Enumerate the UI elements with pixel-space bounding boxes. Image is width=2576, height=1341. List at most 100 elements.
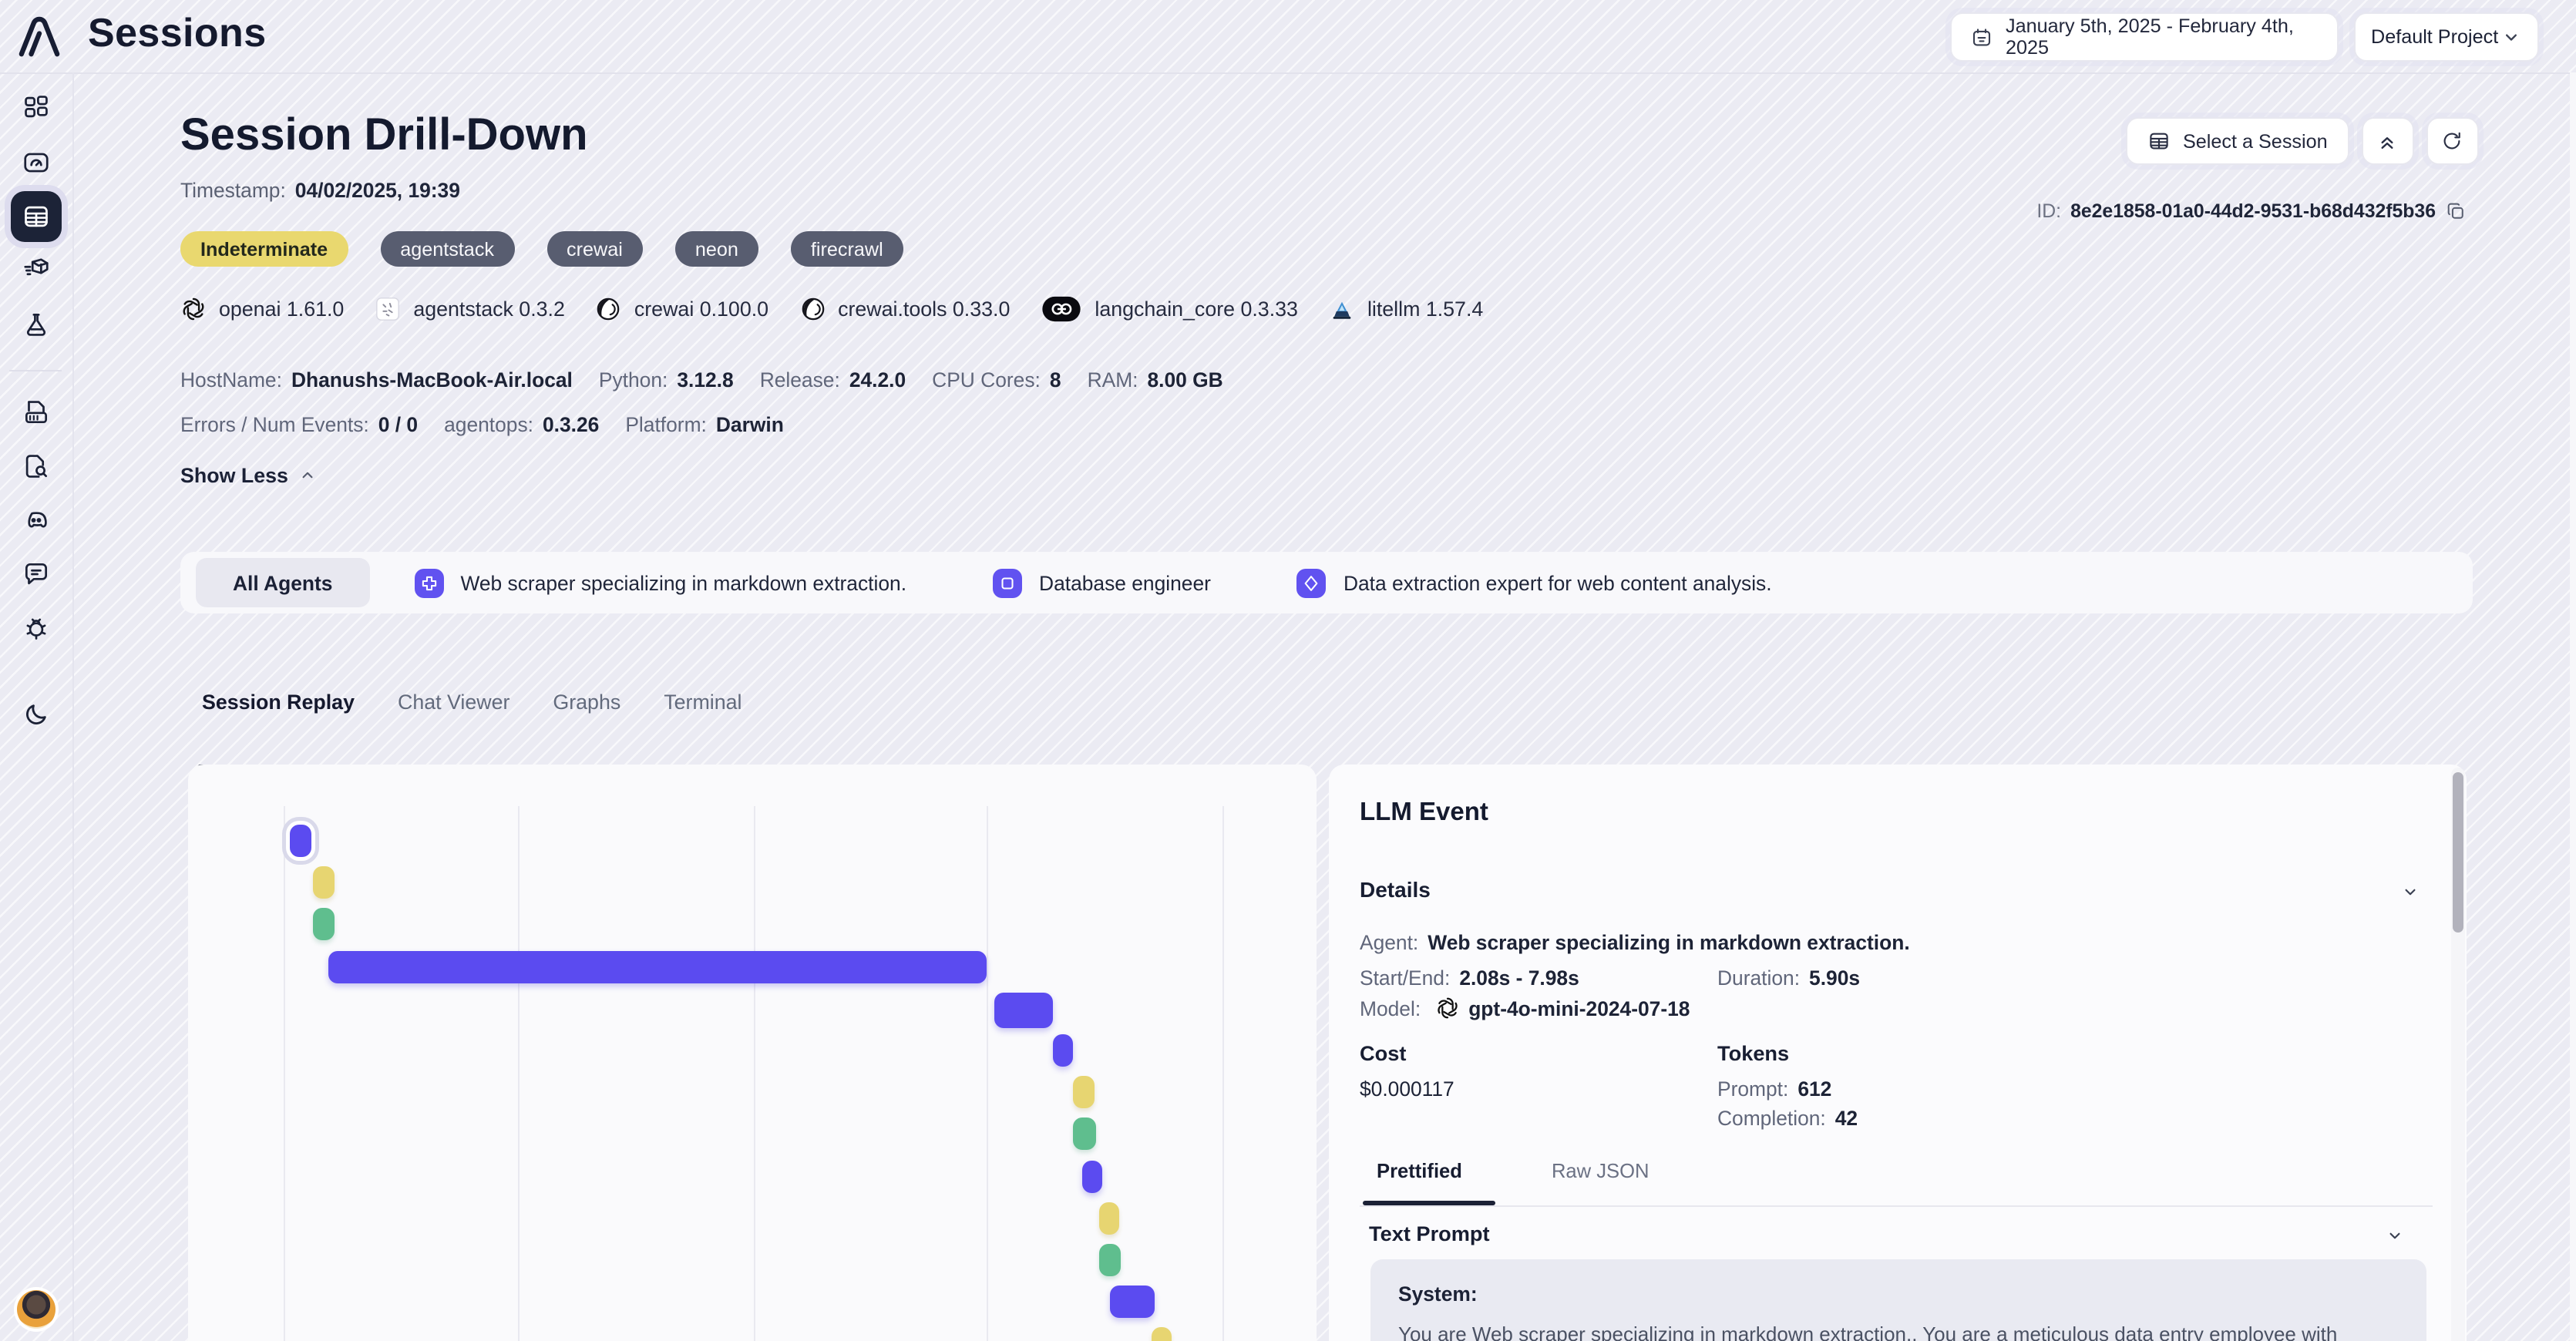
sidebar-item-dashboard[interactable]: [11, 82, 62, 133]
tab-session-replay[interactable]: Session Replay: [202, 691, 355, 714]
theme-toggle[interactable]: [11, 687, 62, 738]
tab-chat-viewer[interactable]: Chat Viewer: [398, 691, 510, 714]
replay-bar[interactable]: [1081, 1160, 1102, 1193]
replay-bar[interactable]: [1151, 1327, 1172, 1341]
startend-row: Start/End: 2.08s - 7.98s: [1360, 966, 1579, 990]
agent-filter[interactable]: Database engineer: [993, 568, 1211, 597]
session-actions: Select a Session: [2126, 117, 2479, 165]
chart-gridline: [517, 806, 520, 1341]
prompt-tokens-label: Prompt:: [1717, 1077, 1789, 1101]
select-session-button[interactable]: Select a Session: [2126, 117, 2349, 165]
id-label: ID:: [2036, 200, 2062, 222]
project-label: Default Project: [2371, 26, 2499, 48]
timestamp-row: Timestamp: 04/02/2025, 19:39: [180, 179, 460, 202]
overview-icon: [22, 148, 51, 177]
replay-bar[interactable]: [1073, 1118, 1097, 1151]
discord-icon: [22, 506, 51, 535]
session-id-row: ID: 8e2e1858-01a0-44d2-9531-b68d432f5b36: [2036, 200, 2467, 222]
date-range-picker[interactable]: January 5th, 2025 - February 4th, 2025: [1950, 12, 2339, 62]
event-title: LLM Event: [1360, 798, 1488, 826]
chevron-down-icon[interactable]: [2385, 1225, 2405, 1245]
replay-bar[interactable]: [328, 950, 987, 983]
system-label: System:: [1398, 1282, 1478, 1306]
sidebar-item-feedback[interactable]: [11, 549, 62, 600]
sidebar-item-sessions[interactable]: [11, 191, 62, 242]
text-prompt-header: Text Prompt: [1369, 1222, 1490, 1245]
package-version-label: langchain_core 0.3.33: [1095, 297, 1298, 321]
sidebar-item-docs[interactable]: [11, 387, 62, 438]
collapse-button[interactable]: [2361, 117, 2414, 165]
window-scrollbar[interactable]: [2570, 72, 2576, 1341]
sidebar-item-experiments[interactable]: [11, 299, 62, 350]
chevrons-up-icon: [2376, 129, 2399, 153]
cost-header: Cost: [1360, 1042, 1407, 1065]
sidebar: [0, 72, 72, 1341]
completion-tokens-row: Completion: 42: [1717, 1107, 1858, 1130]
logs-icon: [22, 452, 51, 481]
replay-bar[interactable]: [1099, 1244, 1121, 1276]
chevron-up-icon: [298, 465, 318, 486]
replay-bar[interactable]: [1109, 1286, 1155, 1319]
sidebar-item-bug-report[interactable]: [11, 603, 62, 654]
scrollbar-thumb[interactable]: [2453, 772, 2463, 933]
agentops-logo-icon[interactable]: [14, 11, 65, 62]
host-info-item: RAM: 8.00 GB: [1087, 368, 1223, 392]
llm-event-panel: LLM Event Details Agent: Web scraper spec…: [1329, 765, 2467, 1341]
view-tab-prettified[interactable]: Prettified: [1377, 1159, 1462, 1182]
crewai-icon: [799, 296, 826, 322]
model-label: Model:: [1360, 997, 1421, 1020]
avatar[interactable]: [17, 1290, 55, 1329]
replay-bar[interactable]: [313, 866, 335, 899]
package-version-label: openai 1.61.0: [219, 297, 345, 321]
sidebar-item-logs[interactable]: [11, 441, 62, 492]
badge-row: Indeterminate agentstack crewai neon firecr…: [180, 231, 903, 267]
table-icon: [2147, 129, 2171, 153]
model-row: Model: gpt-4o-mini-2024-07-18: [1360, 996, 1690, 1020]
agent-diamond-icon: [1296, 568, 1327, 597]
panel-scrollbar[interactable]: [2451, 768, 2465, 1341]
experiments-icon: [22, 310, 51, 339]
sidebar-item-discord[interactable]: [11, 495, 62, 546]
completion-tokens-label: Completion:: [1717, 1107, 1826, 1130]
package-version: crewai 0.100.0: [596, 296, 768, 322]
chevron-down-icon[interactable]: [2400, 882, 2420, 902]
litellm-icon: [1329, 296, 1355, 322]
chart-gridline: [987, 806, 989, 1341]
replay-bar[interactable]: [1053, 1034, 1074, 1067]
agent-filter[interactable]: Web scraper specializing in markdown ext…: [414, 568, 906, 597]
package-version: langchain_core 0.3.33: [1041, 296, 1298, 322]
sidebar-item-overview[interactable]: [11, 137, 62, 188]
startend-value: 2.08s - 7.98s: [1459, 966, 1579, 990]
agent-filter[interactable]: Data extraction expert for web content a…: [1296, 568, 1772, 597]
tab-graphs[interactable]: Graphs: [553, 691, 621, 714]
completion-tokens-value: 42: [1834, 1107, 1858, 1130]
replay-bar[interactable]: [1099, 1202, 1120, 1235]
copy-icon[interactable]: [2445, 200, 2467, 222]
page-title: Session Drill-Down: [180, 111, 588, 160]
view-tab-raw-json[interactable]: Raw JSON: [1551, 1159, 1650, 1182]
show-less-toggle[interactable]: Show Less: [180, 464, 318, 487]
package-version: crewai.tools 0.33.0: [799, 296, 1010, 322]
prompt-tokens-row: Prompt: 612: [1717, 1077, 1831, 1101]
system-text: You are Web scraper specializing in mark…: [1398, 1323, 2338, 1341]
host-info-item: Errors / Num Events: 0 / 0: [180, 413, 419, 436]
project-select[interactable]: Default Project: [2354, 12, 2539, 62]
deployments-icon: [22, 256, 51, 285]
tab-terminal[interactable]: Terminal: [664, 691, 742, 714]
date-range-label: January 5th, 2025 - February 4th, 2025: [2006, 15, 2294, 59]
replay-bar[interactable]: [290, 825, 311, 857]
timestamp-label: Timestamp:: [180, 179, 286, 202]
replay-bar[interactable]: [313, 908, 335, 941]
main-tabs: Session Replay Chat Viewer Graphs Terminal: [202, 691, 742, 729]
chart-gridline: [1222, 806, 1225, 1341]
host-info-item: HostName: Dhanushs-MacBook-Air.local: [180, 368, 573, 392]
replay-bar[interactable]: [1073, 1076, 1095, 1109]
openai-icon: [180, 296, 207, 322]
replay-bar[interactable]: [994, 992, 1053, 1028]
all-agents-filter[interactable]: All Agents: [196, 558, 370, 607]
bug-report-icon: [22, 613, 51, 643]
status-badge: Indeterminate: [180, 231, 348, 267]
refresh-button[interactable]: [2426, 117, 2479, 165]
sidebar-item-deployments[interactable]: [11, 245, 62, 296]
